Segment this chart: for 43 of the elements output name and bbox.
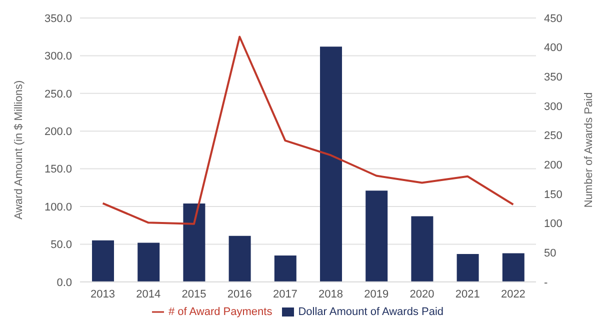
bar xyxy=(183,203,206,282)
x-tick-label: 2013 xyxy=(90,288,116,301)
y-tick-label: 0.0 xyxy=(56,276,72,289)
x-tick-label: 2017 xyxy=(272,288,298,301)
bar xyxy=(502,253,524,282)
line-series xyxy=(102,36,514,225)
legend-label: Dollar Amount of Awards Paid xyxy=(298,306,444,318)
y-tick-label: 200.0 xyxy=(44,126,72,138)
y2-axis-title: Number of Awards Paid xyxy=(582,92,595,208)
y-tick-label: 250.0 xyxy=(44,88,72,100)
bar xyxy=(228,236,251,282)
bar xyxy=(456,254,479,282)
x-tick-label: 2015 xyxy=(182,288,206,301)
bar xyxy=(138,242,160,282)
y2-tick-label: - xyxy=(544,276,548,289)
x-tick-label: 2020 xyxy=(410,288,434,301)
x-tick-label: 2016 xyxy=(227,288,252,301)
x-tick-label: 2014 xyxy=(136,288,161,301)
y2-tick-label: 50 xyxy=(544,247,556,260)
bar xyxy=(274,256,296,282)
bar xyxy=(366,190,388,282)
bar xyxy=(92,240,114,282)
bar xyxy=(320,46,342,282)
y2-tick-label: 300 xyxy=(544,100,562,113)
y-tick-label: 350.0 xyxy=(44,12,72,25)
y2-tick-label: 200 xyxy=(544,160,562,172)
y-tick-label: 100.0 xyxy=(44,201,72,214)
bar xyxy=(411,216,434,282)
y2-tick-label: 250 xyxy=(544,130,562,142)
y2-tick-label: 350 xyxy=(544,72,562,84)
x-tick-label: 2021 xyxy=(455,288,480,301)
y2-tick-label: 150 xyxy=(544,188,562,201)
y-tick-label: 150.0 xyxy=(44,164,72,176)
legend-label: # of Award Payments xyxy=(168,306,272,318)
y2-tick-label: 400 xyxy=(544,42,562,54)
y2-tick-label: 100 xyxy=(544,218,562,230)
x-tick-label: 2022 xyxy=(500,288,526,301)
x-tick-label: 2018 xyxy=(318,288,344,301)
y-axis-title: Award Amount (in $ Millions) xyxy=(12,80,25,220)
y-tick-label: 300.0 xyxy=(44,50,72,63)
y-tick-label: 50.0 xyxy=(50,239,72,252)
x-tick-label: 2019 xyxy=(364,288,389,301)
y2-tick-label: 450 xyxy=(544,12,562,25)
